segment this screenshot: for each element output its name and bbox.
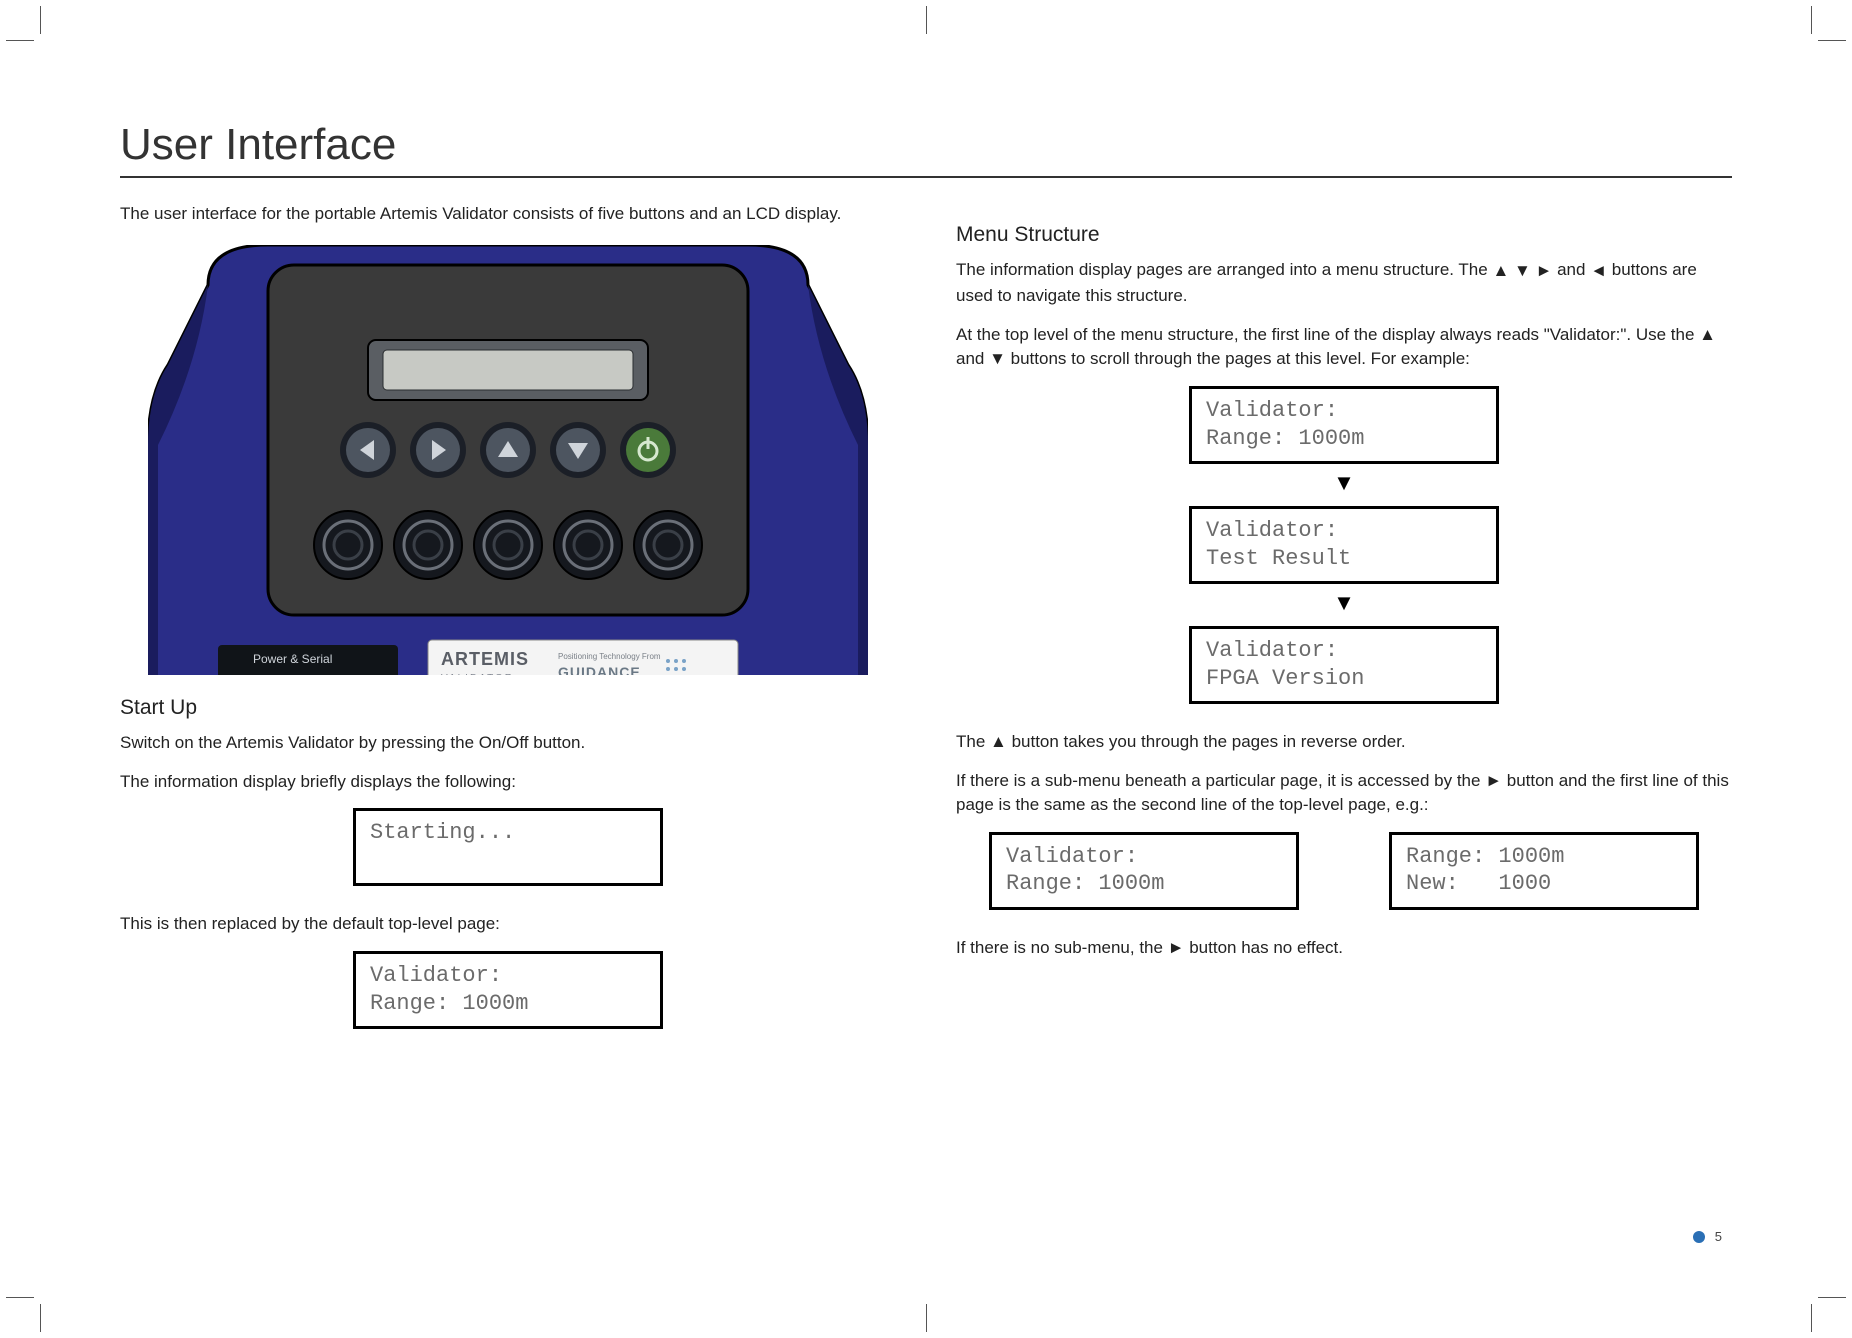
crop-mark [6,40,34,41]
connector-4 [554,511,622,579]
arrow-down-icon: ▼ [1333,472,1355,494]
arrow-left-icon: ◄ [1590,259,1607,284]
label-validator: VALIDATOR [441,673,514,675]
crop-mark [926,6,927,34]
lcd-flow-2: Validator: Test Result [1189,506,1499,584]
button-left [340,422,396,478]
lcd-flow-1: Validator: Range: 1000m [1189,386,1499,464]
crop-mark [1811,6,1812,34]
menu-p2: At the top level of the menu structure, … [956,323,1732,372]
lcd-flow-1-l2: Range: 1000m [1206,426,1364,451]
lcd-pair-right: Range: 1000m New: 1000 [1389,832,1699,910]
lcd-flow-3: Validator: FPGA Version [1189,626,1499,704]
connector-5 [634,511,702,579]
connector-2 [394,511,462,579]
page-footer: 5 [1693,1229,1722,1244]
lcd-default-l2: Range: 1000m [370,991,528,1016]
startup-heading: Start Up [120,693,896,723]
menu-structure-heading: Menu Structure [956,220,1732,250]
left-column: The user interface for the portable Arte… [120,202,896,1055]
menu-p3: The ▲ button takes you through the pages… [956,730,1732,755]
lcd-starting: Starting... [353,808,663,886]
lcd-pair-left: Validator: Range: 1000m [989,832,1299,910]
crop-mark [1818,1297,1846,1298]
lcd-default-l1: Validator: [370,963,502,988]
menu-p5: If there is no sub-menu, the ► button ha… [956,936,1732,961]
arrows-icon: ▲ ▼ ► [1492,259,1552,284]
lcd-flow-3-l1: Validator: [1206,638,1338,663]
right-column: Menu Structure The information display p… [956,202,1732,1055]
crop-mark [40,6,41,34]
startup-p3: This is then replaced by the default top… [120,912,896,937]
menu-p4: If there is a sub-menu beneath a particu… [956,769,1732,818]
device-svg: Power & Serial ARTEMIS VALIDATOR [148,245,868,675]
crop-mark [40,1304,41,1332]
crop-mark [1818,40,1846,41]
startup-p1: Switch on the Artemis Validator by press… [120,731,896,756]
crop-mark [6,1297,34,1298]
lcd-pair-right-l2: New: 1000 [1406,871,1551,896]
two-column-layout: The user interface for the portable Arte… [120,202,1732,1055]
button-right [410,422,466,478]
menu-flow-diagram: Validator: Range: 1000m ▼ Validator: Tes… [956,386,1732,704]
lcd-screen [383,350,633,390]
device-illustration: Power & Serial ARTEMIS VALIDATOR [120,245,896,675]
product-label: ARTEMIS VALIDATOR Positioning Technology… [428,640,738,675]
intro-text: The user interface for the portable Arte… [120,202,896,227]
submenu-pair: Validator: Range: 1000m Range: 1000m New… [956,832,1732,910]
lcd-pair-right-l1: Range: 1000m [1406,844,1564,869]
connector-1 [314,511,382,579]
lcd-pair-left-l2: Range: 1000m [1006,871,1164,896]
lcd-pair-left-l1: Validator: [1006,844,1138,869]
startup-p2: The information display briefly displays… [120,770,896,795]
lcd-starting-text: Starting... [370,820,515,845]
button-power [620,422,676,478]
svg-text:Positioning Technology From: Positioning Technology From [558,652,661,661]
label-guidance: GUIDANCE [558,664,641,675]
lcd-flow-2-l1: Validator: [1206,518,1338,543]
lcd-flow-3-l2: FPGA Version [1206,666,1364,691]
menu-p1: The information display pages are arrang… [956,258,1732,308]
page-number: 5 [1715,1229,1722,1244]
lcd-flow-1-l1: Validator: [1206,398,1338,423]
lcd-flow-2-l2: Test Result [1206,546,1351,571]
page-title: User Interface [120,120,1732,178]
crop-mark [1811,1304,1812,1332]
button-up [480,422,536,478]
connector-3 [474,511,542,579]
arrow-down-icon: ▼ [1333,592,1355,614]
page-content: User Interface The user interface for th… [60,60,1792,1278]
label-artemis: ARTEMIS [441,649,529,669]
power-serial-label: Power & Serial [253,652,332,666]
button-down [550,422,606,478]
connector-row [314,511,702,579]
crop-mark [926,1304,927,1332]
lcd-default: Validator: Range: 1000m [353,951,663,1029]
footer-dot-icon [1693,1231,1705,1243]
